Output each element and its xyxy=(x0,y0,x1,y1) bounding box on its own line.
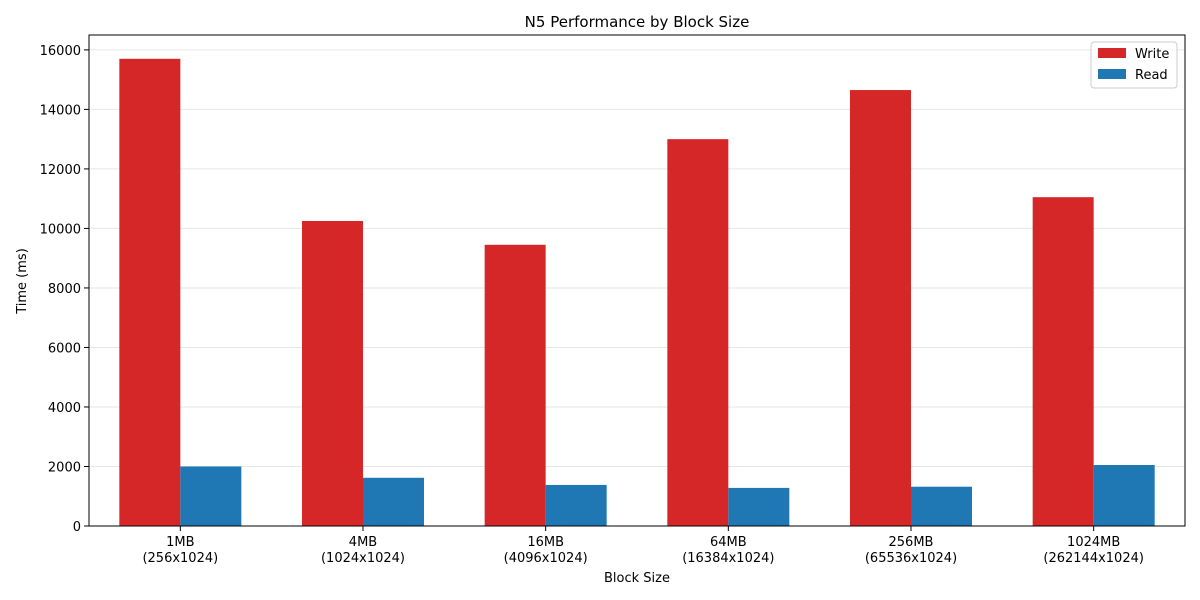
y-tick-label: 12000 xyxy=(40,163,81,178)
x-tick-label: 16MB xyxy=(527,535,564,550)
x-tick-label: 64MB xyxy=(710,535,747,550)
x-axis-label: Block Size xyxy=(604,571,670,586)
y-tick-label: 8000 xyxy=(48,282,81,297)
y-tick-label: 14000 xyxy=(40,103,81,118)
bar-read xyxy=(1093,464,1155,526)
bar-read xyxy=(911,486,972,526)
x-tick-sublabel: (262144x1024) xyxy=(1043,551,1144,566)
x-tick-sublabel: (4096x1024) xyxy=(504,551,588,566)
bar-read xyxy=(545,484,607,526)
bar-read xyxy=(728,487,790,526)
gridlines xyxy=(89,49,1185,467)
y-axis-ticks: 0 2000 4000 6000 8000 10000 12000 14000 16000 xyxy=(40,44,89,535)
legend-swatch-read xyxy=(1098,69,1126,79)
bar-write xyxy=(667,139,729,526)
y-axis-label: Time (ms) xyxy=(15,248,30,315)
x-tick-sublabel: (256x1024) xyxy=(142,551,218,566)
bar-read xyxy=(180,466,242,526)
legend-label-write: Write xyxy=(1135,47,1169,62)
bar-write xyxy=(484,244,546,527)
y-tick-label: 6000 xyxy=(48,341,81,356)
x-tick-label: 1024MB xyxy=(1067,535,1120,550)
x-tick-label: 4MB xyxy=(349,535,377,550)
bar-write xyxy=(302,220,363,526)
chart-title: N5 Performance by Block Size xyxy=(525,13,750,31)
legend-label-read: Read xyxy=(1135,68,1168,83)
y-tick-label: 0 xyxy=(73,520,81,535)
legend-swatch-write xyxy=(1098,48,1126,58)
x-tick-label: 1MB xyxy=(166,535,194,550)
bar-write xyxy=(1032,197,1094,527)
y-tick-label: 16000 xyxy=(40,44,81,59)
x-tick-sublabel: (16384x1024) xyxy=(682,551,774,566)
x-tick-label: 256MB xyxy=(889,535,934,550)
y-tick-label: 10000 xyxy=(40,222,81,237)
y-tick-label: 2000 xyxy=(48,460,81,475)
bars xyxy=(119,58,1155,527)
x-tick-sublabel: (1024x1024) xyxy=(321,551,405,566)
x-tick-sublabel: (65536x1024) xyxy=(865,551,957,566)
bar-write xyxy=(850,90,911,526)
legend: Write Read xyxy=(1090,41,1178,89)
plot-frame xyxy=(88,34,1186,527)
bar-read xyxy=(363,477,424,526)
x-axis-ticks: 1MB(256x1024) 4MB(1024x1024) 16MB(4096x102… xyxy=(142,526,1144,566)
bar-write xyxy=(119,58,181,526)
y-tick-label: 4000 xyxy=(48,401,81,416)
